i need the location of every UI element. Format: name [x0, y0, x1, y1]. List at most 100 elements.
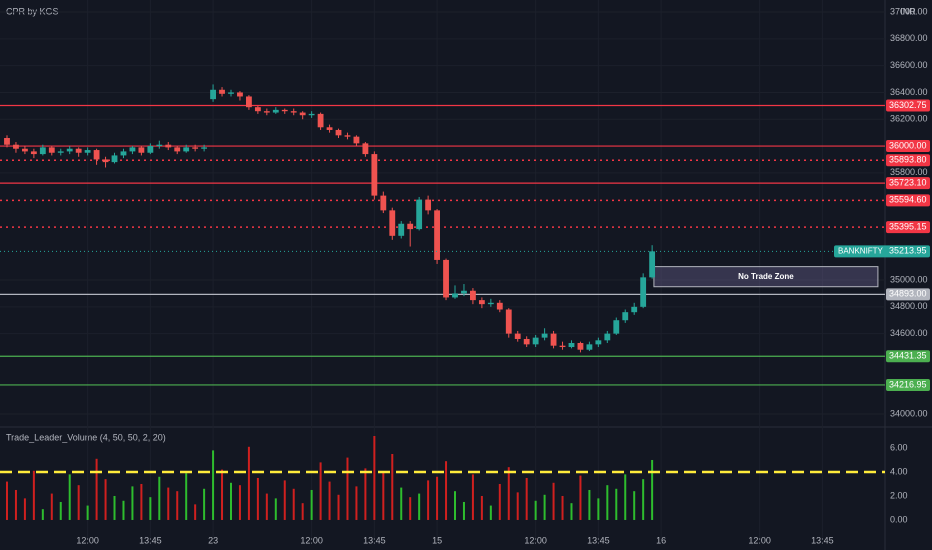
- candle-body: [228, 92, 234, 94]
- volume-tick-label: 2.00: [890, 490, 908, 500]
- candle-body: [129, 147, 136, 152]
- candle-body: [505, 309, 512, 334]
- volume-bar: [176, 491, 179, 520]
- volume-bar: [373, 435, 376, 520]
- candle-body: [93, 150, 100, 160]
- volume-bar: [436, 476, 439, 520]
- volume-bar: [310, 489, 313, 520]
- candle-body: [613, 320, 620, 334]
- candle-body: [595, 340, 602, 345]
- volume-bar: [355, 486, 358, 520]
- level-label: 34216.95: [889, 379, 927, 389]
- volume-bar: [194, 504, 197, 520]
- candle-body: [353, 136, 360, 144]
- volume-bar: [364, 468, 367, 520]
- candle-body: [380, 195, 387, 211]
- level-label: 35594.60: [889, 195, 927, 205]
- candle-body: [219, 89, 225, 94]
- volume-bar: [391, 453, 394, 520]
- level-tag: 35893.80: [886, 154, 930, 167]
- candle-body: [371, 154, 378, 196]
- candle-body: [416, 199, 423, 230]
- volume-bar: [221, 469, 224, 520]
- volume-bar: [328, 481, 331, 520]
- level-tag-bg: [886, 194, 930, 207]
- volume-bar: [274, 498, 277, 520]
- candle-body: [237, 92, 243, 97]
- volume-bar: [480, 495, 483, 520]
- candle-body: [335, 129, 342, 136]
- volume-bar: [140, 483, 143, 520]
- candle-body: [568, 343, 575, 348]
- candle-body: [299, 112, 306, 116]
- candle-body: [57, 151, 64, 153]
- level-label: 36302.75: [889, 100, 927, 110]
- candle-body: [622, 312, 629, 321]
- candle-body: [30, 151, 37, 155]
- volume-bar: [167, 487, 170, 520]
- x-tick-label: 13:45: [363, 535, 386, 545]
- volume-tick-label: 4.00: [890, 466, 908, 476]
- volume-bar: [570, 503, 573, 520]
- volume-bar: [471, 474, 474, 520]
- volume-bar: [642, 479, 645, 520]
- candle-body: [470, 290, 476, 301]
- volume-bar: [418, 493, 421, 520]
- volume-bar: [95, 458, 98, 520]
- volume-bar: [552, 482, 555, 520]
- level-tag-bg: [886, 140, 930, 153]
- level-tag-bg: [886, 288, 930, 301]
- candle-body: [75, 148, 82, 153]
- y-tick-label: 35000.00: [890, 274, 928, 284]
- candle-body: [183, 147, 190, 152]
- volume-bar: [400, 487, 403, 520]
- candle-body: [210, 89, 216, 100]
- y-tick-label: 37000.00: [890, 6, 928, 16]
- volume-bar: [588, 489, 591, 520]
- candle-body: [344, 135, 351, 137]
- volume-bar: [212, 450, 215, 520]
- volume-bar: [382, 471, 385, 520]
- x-tick-label: 13:45: [811, 535, 834, 545]
- candle-body: [577, 343, 584, 350]
- volume-bar: [346, 457, 349, 520]
- volume-bar: [203, 488, 206, 520]
- volume-bar: [229, 482, 232, 520]
- volume-bar: [597, 498, 600, 520]
- candle-body: [308, 113, 315, 116]
- volume-bar: [256, 477, 259, 520]
- candle-body: [640, 277, 647, 307]
- level-tag: 36302.75: [886, 99, 930, 112]
- candle-body: [21, 148, 28, 152]
- candle-body: [649, 251, 656, 278]
- x-tick-label: 23: [208, 535, 218, 545]
- level-tag: 34893.00: [886, 288, 930, 301]
- level-tag-bg: [886, 350, 930, 363]
- y-tick-label: 36200.00: [890, 114, 928, 124]
- level-tag: 35395.15: [886, 221, 930, 234]
- indicator-title: Trade_Leader_Volume (4, 50, 50, 2, 20): [6, 432, 166, 442]
- candle-body: [461, 290, 467, 294]
- x-tick-label: 12:00: [524, 535, 547, 545]
- volume-bar: [265, 493, 268, 520]
- level-label: 35395.15: [889, 221, 927, 231]
- y-tick-label: 36600.00: [890, 60, 928, 70]
- candle-body: [532, 337, 539, 345]
- candle-body: [111, 155, 118, 163]
- candle-body: [174, 147, 181, 152]
- candle-body: [165, 144, 172, 148]
- volume-bar: [615, 488, 618, 520]
- candle-body: [102, 159, 109, 163]
- candle-body: [407, 223, 414, 230]
- candle-body: [550, 333, 557, 346]
- volume-bar: [238, 485, 241, 520]
- volume-bar: [525, 477, 528, 520]
- y-tick-label: 36800.00: [890, 33, 928, 43]
- chart-title: CPR by KGS: [6, 6, 59, 16]
- volume-bar: [50, 493, 53, 520]
- candle-body: [398, 223, 405, 236]
- level-tag: 35594.60: [886, 194, 930, 207]
- x-tick-label: 12:00: [76, 535, 99, 545]
- candle-body: [434, 210, 440, 260]
